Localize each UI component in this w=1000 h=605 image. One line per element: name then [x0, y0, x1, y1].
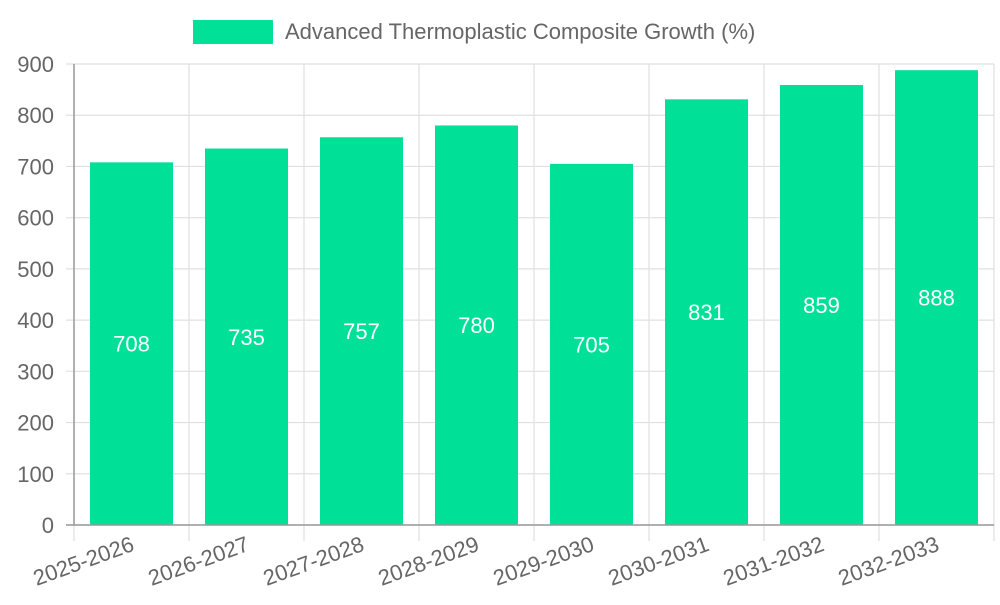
- x-tick-label: 2030-2031: [605, 531, 712, 590]
- x-tick-label: 2026-2027: [145, 531, 252, 590]
- y-tick-label: 400: [17, 308, 54, 333]
- y-tick-label: 500: [17, 257, 54, 282]
- bar[interactable]: [895, 70, 978, 525]
- y-tick-label: 300: [17, 359, 54, 384]
- y-tick-label: 100: [17, 462, 54, 487]
- data-label: 708: [113, 332, 150, 357]
- bar[interactable]: [435, 125, 518, 525]
- x-tick-label: 2029-2030: [490, 531, 597, 590]
- data-label: 757: [343, 319, 380, 344]
- bar[interactable]: [665, 99, 748, 526]
- x-tick-label: 2027-2028: [260, 531, 367, 590]
- y-tick-label: 600: [17, 206, 54, 231]
- data-labels: 708 735 757 780 705 831 859 888: [113, 286, 955, 358]
- x-tick-label: 2025-2026: [30, 531, 137, 590]
- bars: [90, 70, 978, 526]
- x-tick-label: 2031-2032: [720, 531, 827, 590]
- y-tick-label: 800: [17, 103, 54, 128]
- y-tick-label: 900: [17, 52, 54, 77]
- data-label: 859: [803, 293, 840, 318]
- legend-swatch: [193, 20, 273, 44]
- data-label: 831: [688, 300, 725, 325]
- bar[interactable]: [550, 163, 633, 525]
- data-label: 780: [458, 313, 495, 338]
- legend[interactable]: Advanced Thermoplastic Composite Growth …: [193, 19, 755, 44]
- y-tick-label: 0: [42, 513, 54, 538]
- bar[interactable]: [205, 148, 288, 525]
- data-label: 705: [573, 332, 610, 357]
- x-tick-label: 2028-2029: [375, 531, 482, 590]
- x-tick-label: 2032-2033: [835, 531, 942, 590]
- data-label: 735: [228, 325, 265, 350]
- legend-label: Advanced Thermoplastic Composite Growth …: [285, 19, 755, 44]
- y-tick-label: 200: [17, 411, 54, 436]
- bar[interactable]: [320, 137, 403, 525]
- bar[interactable]: [90, 162, 173, 525]
- bar[interactable]: [780, 85, 863, 526]
- data-label: 888: [918, 286, 955, 311]
- y-tick-label: 700: [17, 154, 54, 179]
